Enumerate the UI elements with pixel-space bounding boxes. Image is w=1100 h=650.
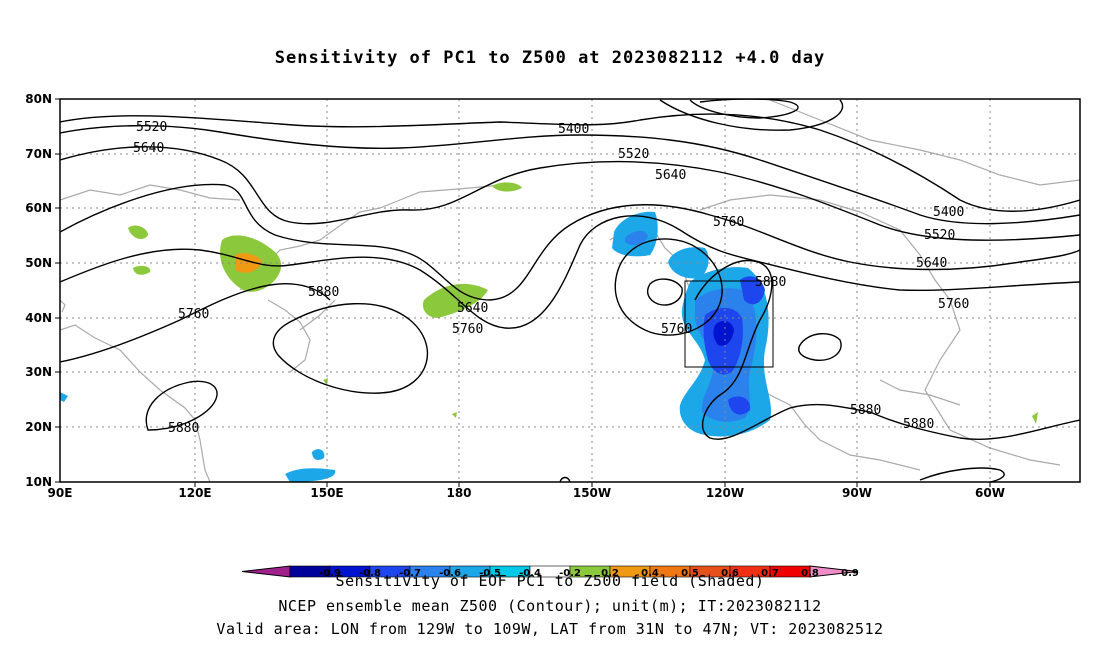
contour-label: 5520 bbox=[618, 147, 649, 162]
colorbar-tick-label: -0.6 bbox=[439, 568, 461, 579]
colorbar-high-arrow bbox=[809, 565, 859, 578]
contour-label: 5760 bbox=[713, 215, 744, 230]
lon-tick-label: 150W bbox=[573, 486, 611, 500]
lon-tick-label: 120W bbox=[706, 486, 744, 500]
colorbar-tick-label: 0.9 bbox=[841, 568, 859, 579]
colorbar-tick-label: 0.6 bbox=[721, 568, 739, 579]
contour-label: 5880 bbox=[903, 417, 934, 432]
lat-tick-label: 10N bbox=[25, 475, 52, 489]
contour-label: 5760 bbox=[178, 307, 209, 322]
lon-axis: 90E 120E 150E 180 150W 120W 90W 60W bbox=[48, 482, 1005, 500]
lat-tick-label: 30N bbox=[25, 365, 52, 379]
footer-contour-caption: NCEP ensemble mean Z500 (Contour); unit(… bbox=[278, 597, 822, 615]
footer-shading-caption: Sensitivity of EOF PC1 to Z500 field (Sh… bbox=[335, 572, 765, 590]
lat-tick-label: 40N bbox=[25, 311, 52, 325]
contour-label: 5760 bbox=[452, 322, 483, 337]
contour-label-group: 5520 5640 5400 5520 5640 5760 5400 5520 … bbox=[133, 120, 969, 436]
contour-label: 5640 bbox=[655, 168, 686, 183]
colorbar-tick-label: 0.2 bbox=[601, 568, 619, 579]
lat-tick-label: 60N bbox=[25, 201, 52, 215]
lon-tick-label: 90W bbox=[842, 486, 872, 500]
colorbar-tick-label: 0.4 bbox=[641, 568, 659, 579]
colorbar-tick-label: 0.7 bbox=[761, 568, 779, 579]
lon-tick-label: 60W bbox=[975, 486, 1005, 500]
contour-label: 5880 bbox=[168, 421, 199, 436]
lat-tick-label: 50N bbox=[25, 256, 52, 270]
lon-tick-label: 150E bbox=[310, 486, 343, 500]
contour-label: 5640 bbox=[916, 256, 947, 271]
lat-axis: 80N 70N 60N 50N 40N 30N 20N 10N bbox=[25, 92, 60, 489]
contour-label: 5760 bbox=[938, 297, 969, 312]
plot-area bbox=[60, 99, 1080, 482]
colorbar-tick-label: -0.5 bbox=[479, 568, 501, 579]
colorbar: -0.9 -0.8 -0.7 -0.6 -0.5 -0.4 -0.2 0.2 0.4 0.5 0.6… bbox=[241, 565, 859, 579]
contour-label: 5400 bbox=[558, 122, 589, 137]
z500-contours bbox=[60, 99, 1080, 482]
valid-area-box bbox=[684, 280, 774, 368]
plot-frame bbox=[59, 98, 1081, 483]
lon-tick-label: 90E bbox=[48, 486, 73, 500]
negative-sensitivity-shading bbox=[60, 211, 772, 482]
lat-tick-label: 70N bbox=[25, 147, 52, 161]
contour-label: 5880 bbox=[850, 403, 881, 418]
contour-label: 5880 bbox=[755, 275, 786, 290]
colorbar-tick-label: -0.7 bbox=[399, 568, 421, 579]
lon-tick-label: 180 bbox=[446, 486, 471, 500]
lat-tick-label: 20N bbox=[25, 420, 52, 434]
footer-valid-area-caption: Valid area: LON from 129W to 109W, LAT f… bbox=[216, 620, 884, 638]
contour-label: 5760 bbox=[661, 322, 692, 337]
contour-label: 5520 bbox=[136, 120, 167, 135]
colorbar-tick-label: 0.5 bbox=[681, 568, 699, 579]
colorbar-tick-label: -0.4 bbox=[519, 568, 541, 579]
contour-label: 5640 bbox=[457, 301, 488, 316]
grid-lines bbox=[60, 99, 1080, 482]
colorbar-tick-label: 0.8 bbox=[801, 568, 819, 579]
colorbar-tick-label: -0.8 bbox=[359, 568, 381, 579]
contour-label: 5640 bbox=[133, 141, 164, 156]
positive-sensitivity-shading bbox=[128, 182, 1038, 424]
colorbar-tick-label: -0.9 bbox=[319, 568, 341, 579]
chart-title: Sensitivity of PC1 to Z500 at 2023082112… bbox=[274, 48, 826, 68]
lon-tick-label: 120E bbox=[178, 486, 211, 500]
colorbar-tick-label: -0.2 bbox=[559, 568, 581, 579]
contour-label: 5880 bbox=[308, 285, 339, 300]
contour-label: 5400 bbox=[933, 205, 964, 220]
contour-label: 5520 bbox=[924, 228, 955, 243]
lat-tick-label: 80N bbox=[25, 92, 52, 106]
